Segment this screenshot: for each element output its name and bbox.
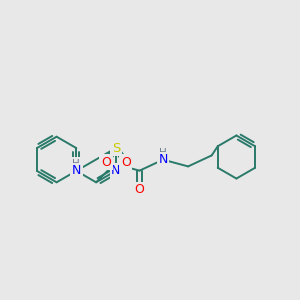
- Text: H: H: [73, 159, 80, 169]
- Text: O: O: [121, 156, 130, 169]
- Text: H: H: [159, 148, 167, 158]
- Text: S: S: [112, 142, 120, 154]
- Text: N: N: [158, 153, 168, 166]
- Text: N: N: [72, 164, 81, 177]
- Text: O: O: [101, 156, 111, 169]
- Text: N: N: [111, 164, 121, 177]
- Text: O: O: [135, 183, 145, 196]
